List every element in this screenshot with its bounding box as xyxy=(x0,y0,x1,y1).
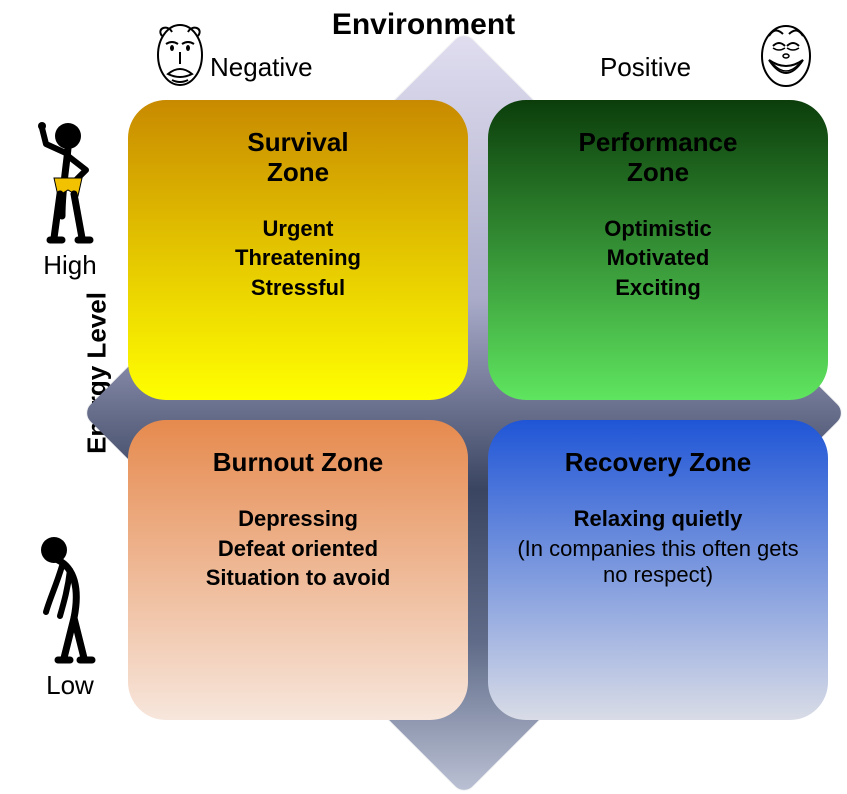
card-recovery: Recovery Zone Relaxing quietly (In compa… xyxy=(488,420,828,720)
high-energy-figure-icon xyxy=(28,120,108,250)
card-descriptions: Relaxing quietly xyxy=(574,504,743,534)
quadrant-grid: Survival Zone Urgent Threatening Stressf… xyxy=(128,100,828,720)
col-label-negative: Negative xyxy=(210,52,313,83)
axis-top-title: Environment xyxy=(0,8,847,42)
col-label-positive: Positive xyxy=(600,52,691,83)
card-performance: Performance Zone Optimistic Motivated Ex… xyxy=(488,100,828,400)
card-note: (In companies this often gets no respect… xyxy=(506,536,810,589)
diagram-root: Environment Negative Positive Energy Lev… xyxy=(0,0,847,745)
card-title: Performance Zone xyxy=(579,128,738,188)
row-label-high: High xyxy=(20,250,120,281)
card-descriptions: Urgent Threatening Stressful xyxy=(235,214,361,303)
happy-face-icon xyxy=(755,22,817,92)
sad-face-icon xyxy=(150,22,210,92)
card-descriptions: Depressing Defeat oriented Situation to … xyxy=(206,504,391,593)
card-title: Survival Zone xyxy=(247,128,348,188)
row-label-low: Low xyxy=(20,670,120,701)
card-descriptions: Optimistic Motivated Exciting xyxy=(604,214,712,303)
card-burnout: Burnout Zone Depressing Defeat oriented … xyxy=(128,420,468,720)
low-energy-figure-icon xyxy=(30,530,110,670)
card-survival: Survival Zone Urgent Threatening Stressf… xyxy=(128,100,468,400)
card-title: Burnout Zone xyxy=(213,448,383,478)
card-title: Recovery Zone xyxy=(565,448,751,478)
